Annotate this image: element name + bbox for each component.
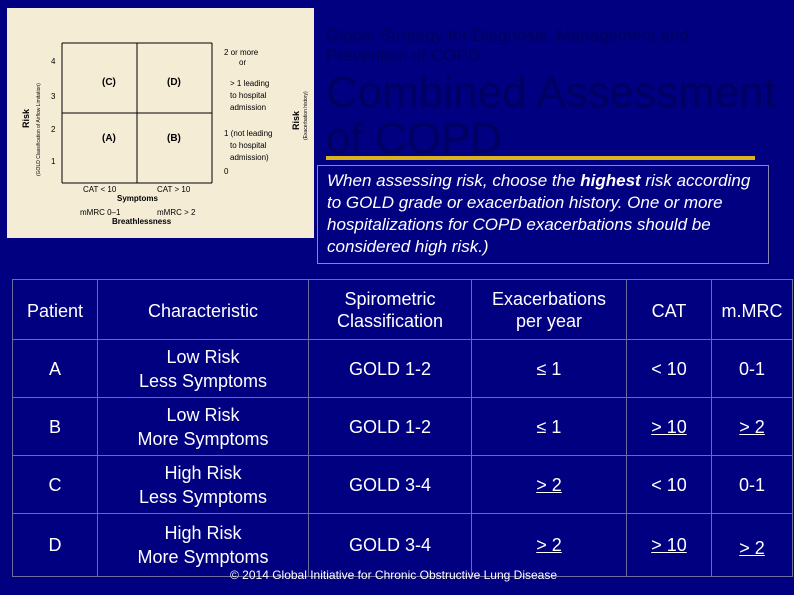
right-tick-0: 0 bbox=[224, 167, 229, 176]
symptoms-label: Symptoms bbox=[117, 194, 158, 203]
right-top-line-5: admission bbox=[230, 103, 266, 112]
right-top-line-1: 2 or more bbox=[224, 48, 259, 57]
cell-exacerbations: > 2 bbox=[471, 455, 627, 514]
cell-mmrc: > 2 bbox=[711, 513, 793, 577]
right-bottom-line-2: to hospital bbox=[230, 141, 267, 150]
right-bottom-line-3: admission) bbox=[230, 153, 269, 162]
mmrc-left-label: mMRC 0–1 bbox=[80, 208, 121, 217]
note-highlight: highest bbox=[580, 171, 641, 190]
cell-mmrc-text: > 2 bbox=[739, 537, 765, 558]
cell-characteristic: High Risk Less Symptoms bbox=[97, 455, 309, 514]
table-row: D High Risk More Symptoms GOLD 3-4 > 2 > … bbox=[12, 513, 793, 577]
table-row: B Low Risk More Symptoms GOLD 1-2 ≤ 1 > 1… bbox=[12, 397, 793, 456]
cell-mmrc: 0-1 bbox=[711, 339, 793, 398]
copyright-footer: © 2014 Global Initiative for Chronic Obs… bbox=[230, 568, 558, 582]
right-top-line-4: to hospital bbox=[230, 91, 267, 100]
cell-characteristic: High Risk More Symptoms bbox=[97, 513, 309, 577]
header-exacerbations-line2: per year bbox=[515, 310, 583, 331]
right-bottom-line-1: 1 (not leading bbox=[224, 129, 272, 138]
cell-exac-text: > 2 bbox=[536, 474, 562, 495]
header-spirometric: Spirometric Classification bbox=[308, 279, 472, 340]
cell-exac-text: > 2 bbox=[536, 535, 562, 555]
left-axis-sub: (GOLD Classification of Airflow Limitati… bbox=[36, 83, 42, 176]
note-part-2: risk according to GOLD grade or exacerba… bbox=[327, 171, 751, 256]
cell-exacerbations: ≤ 1 bbox=[471, 397, 627, 456]
header-subtitle: Global Strategy for Diagnosis, Managemen… bbox=[326, 26, 689, 65]
header-patient-text: Patient bbox=[26, 301, 84, 321]
header-cat: CAT bbox=[626, 279, 712, 340]
cell-patient: D bbox=[12, 513, 98, 577]
cell-patient: A bbox=[12, 339, 98, 398]
page-title: Combined Assessment of COPD bbox=[326, 68, 776, 163]
table-row: A Low Risk Less Symptoms GOLD 1-2 ≤ 1 < 1… bbox=[12, 339, 793, 398]
cell-mmrc: > 2 bbox=[711, 397, 793, 456]
assessment-grid: 4 3 2 1 Risk (GOLD Classification of Air… bbox=[21, 42, 309, 226]
header-characteristic-text: Characteristic bbox=[147, 301, 259, 321]
cell-cat-text: > 10 bbox=[651, 535, 687, 555]
cell-char-symptoms: More Symptoms bbox=[137, 547, 269, 567]
cell-patient: B bbox=[12, 397, 98, 456]
header-patient: Patient bbox=[12, 279, 98, 340]
left-tick-2: 2 bbox=[51, 125, 56, 134]
left-axis-label: Risk bbox=[21, 108, 31, 128]
left-tick-4: 4 bbox=[51, 57, 56, 66]
cell-char-risk: High Risk bbox=[164, 462, 242, 483]
cell-characteristic: Low Risk More Symptoms bbox=[97, 397, 309, 456]
cell-exacerbations: ≤ 1 bbox=[471, 339, 627, 398]
cell-spirometric: GOLD 1-2 bbox=[308, 397, 472, 456]
left-tick-3: 3 bbox=[51, 92, 56, 101]
cell-char-symptoms: Less Symptoms bbox=[138, 370, 268, 391]
breathlessness-label: Breathlessness bbox=[112, 217, 172, 226]
cell-char-risk: High Risk bbox=[164, 523, 242, 543]
cell-spirometric: GOLD 3-4 bbox=[308, 455, 472, 514]
note-box bbox=[317, 165, 769, 264]
note-part-1: When assessing risk, choose the bbox=[327, 171, 581, 190]
cell-spirometric: GOLD 3-4 bbox=[308, 513, 472, 577]
cell-mmrc: 0-1 bbox=[711, 455, 793, 514]
cell-char-risk: Low Risk bbox=[166, 346, 240, 367]
header-spirometric-line2: Classification bbox=[336, 310, 444, 331]
cell-cat: < 10 bbox=[626, 339, 712, 398]
cat-left-label: CAT < 10 bbox=[83, 185, 117, 194]
risk-assessment-figure: 4 3 2 1 Risk (GOLD Classification of Air… bbox=[7, 8, 314, 238]
cell-cat: < 10 bbox=[626, 455, 712, 514]
header-exacerbations-line1: Exacerbations bbox=[491, 288, 607, 309]
risk-note: When assessing risk, choose the highest … bbox=[327, 170, 767, 258]
cell-cat-text: > 10 bbox=[651, 416, 687, 437]
cell-spirometric: GOLD 1-2 bbox=[308, 339, 472, 398]
table-row: C High Risk Less Symptoms GOLD 3-4 > 2 < … bbox=[12, 455, 793, 514]
right-axis-label: Risk bbox=[291, 110, 301, 130]
cat-right-label: CAT > 10 bbox=[157, 185, 191, 194]
mmrc-right-label: mMRC > 2 bbox=[157, 208, 196, 217]
right-axis-sub: (Exacerbation history) bbox=[303, 91, 309, 140]
right-top-line-2: or bbox=[239, 58, 246, 67]
cell-char-symptoms: Less Symptoms bbox=[138, 486, 268, 507]
cell-cat: > 10 bbox=[626, 397, 712, 456]
right-top-line-3: > 1 leading bbox=[230, 79, 269, 88]
title-underline bbox=[326, 156, 755, 160]
header-mmrc: m.MRC bbox=[711, 279, 793, 340]
cell-char-symptoms: More Symptoms bbox=[137, 428, 269, 449]
cell-char-risk: Low Risk bbox=[166, 404, 240, 425]
header-characteristic: Characteristic bbox=[97, 279, 309, 340]
cell-cat: > 10 bbox=[626, 513, 712, 577]
quadrant-c: (C) bbox=[102, 77, 116, 88]
quadrant-d: (D) bbox=[167, 77, 181, 88]
cell-exacerbations: > 2 bbox=[471, 513, 627, 577]
left-tick-1: 1 bbox=[51, 157, 56, 166]
cell-characteristic: Low Risk Less Symptoms bbox=[97, 339, 309, 398]
header-spirometric-line1: Spirometric bbox=[344, 288, 436, 309]
quadrant-a: (A) bbox=[102, 133, 116, 144]
header-mmrc-text: m.MRC bbox=[721, 301, 783, 321]
assessment-table: Patient Characteristic Spirometric Classi… bbox=[12, 279, 793, 577]
quadrant-b: (B) bbox=[167, 133, 181, 144]
cell-mmrc-text: > 2 bbox=[739, 416, 765, 437]
table-header-row: Patient Characteristic Spirometric Classi… bbox=[12, 279, 793, 340]
header-exacerbations: Exacerbations per year bbox=[471, 279, 627, 340]
header-cat-text: CAT bbox=[651, 301, 687, 321]
cell-patient: C bbox=[12, 455, 98, 514]
